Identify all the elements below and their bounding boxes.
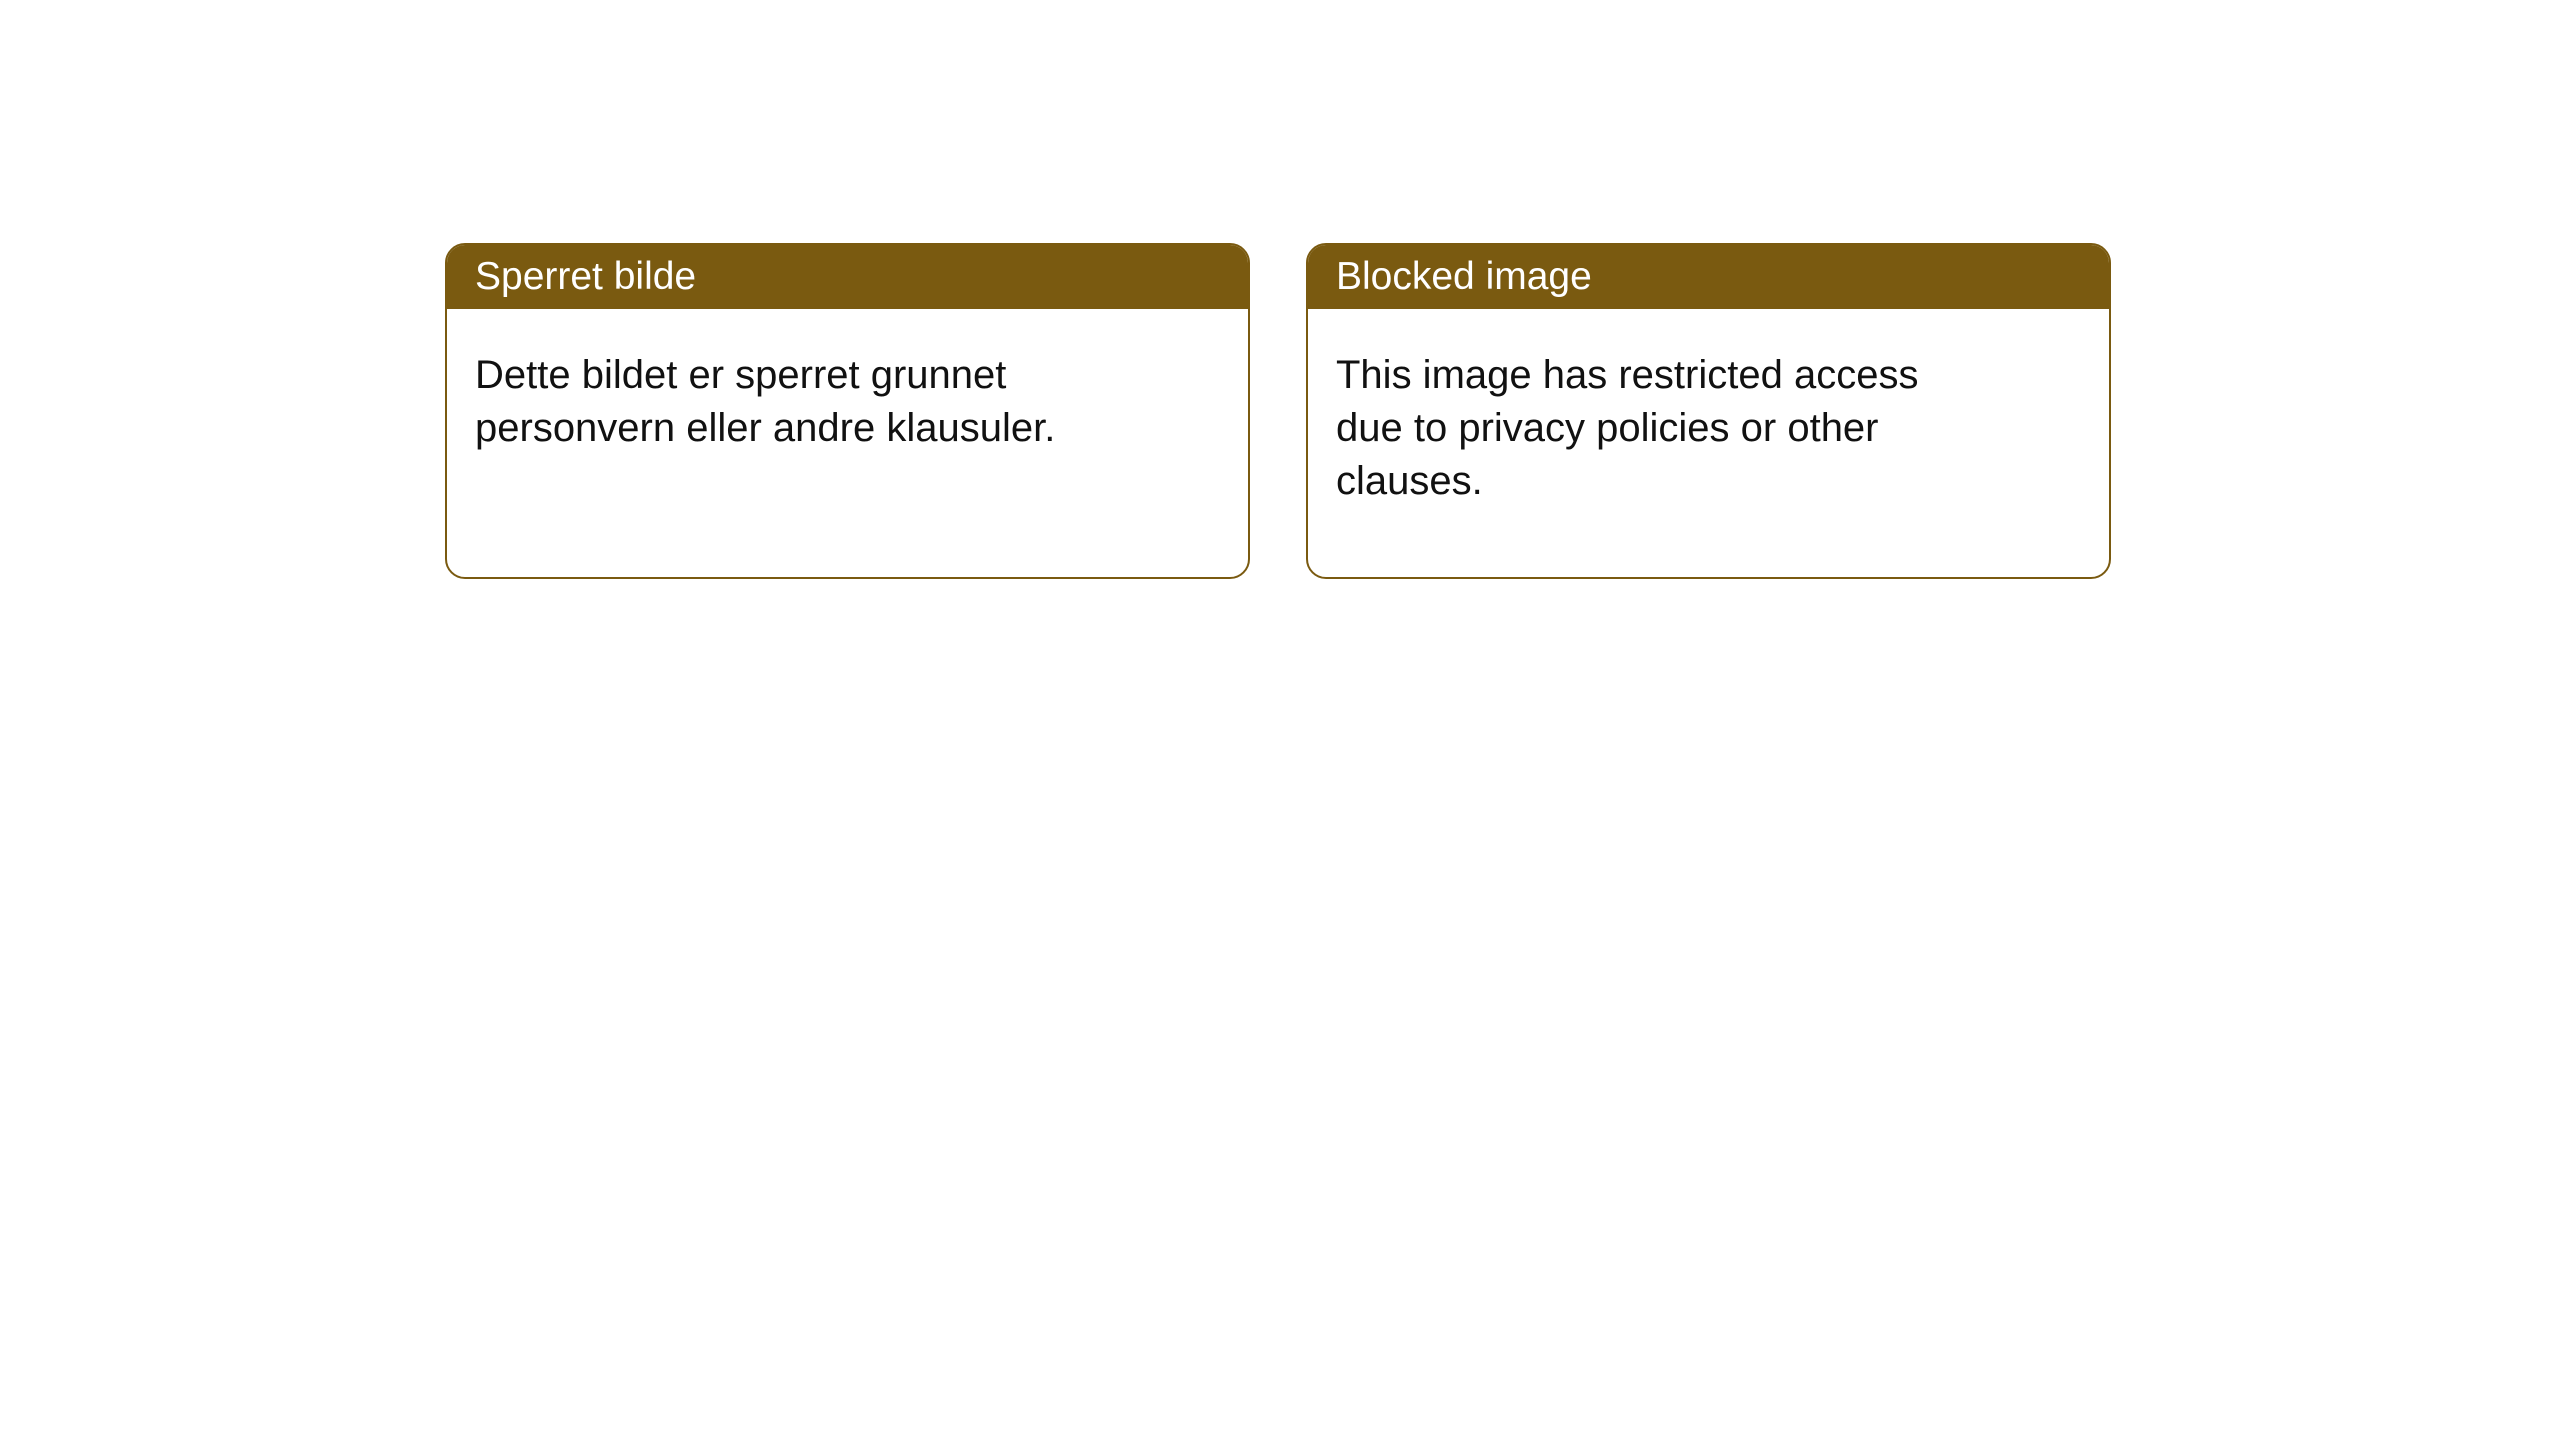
notice-card-english: Blocked image This image has restricted … (1306, 243, 2111, 579)
notice-container: Sperret bilde Dette bildet er sperret gr… (0, 0, 2560, 579)
notice-card-body: This image has restricted access due to … (1308, 309, 2008, 547)
notice-card-title: Blocked image (1308, 245, 2109, 309)
notice-card-title: Sperret bilde (447, 245, 1248, 309)
notice-card-body: Dette bildet er sperret grunnet personve… (447, 309, 1147, 495)
notice-card-norwegian: Sperret bilde Dette bildet er sperret gr… (445, 243, 1250, 579)
